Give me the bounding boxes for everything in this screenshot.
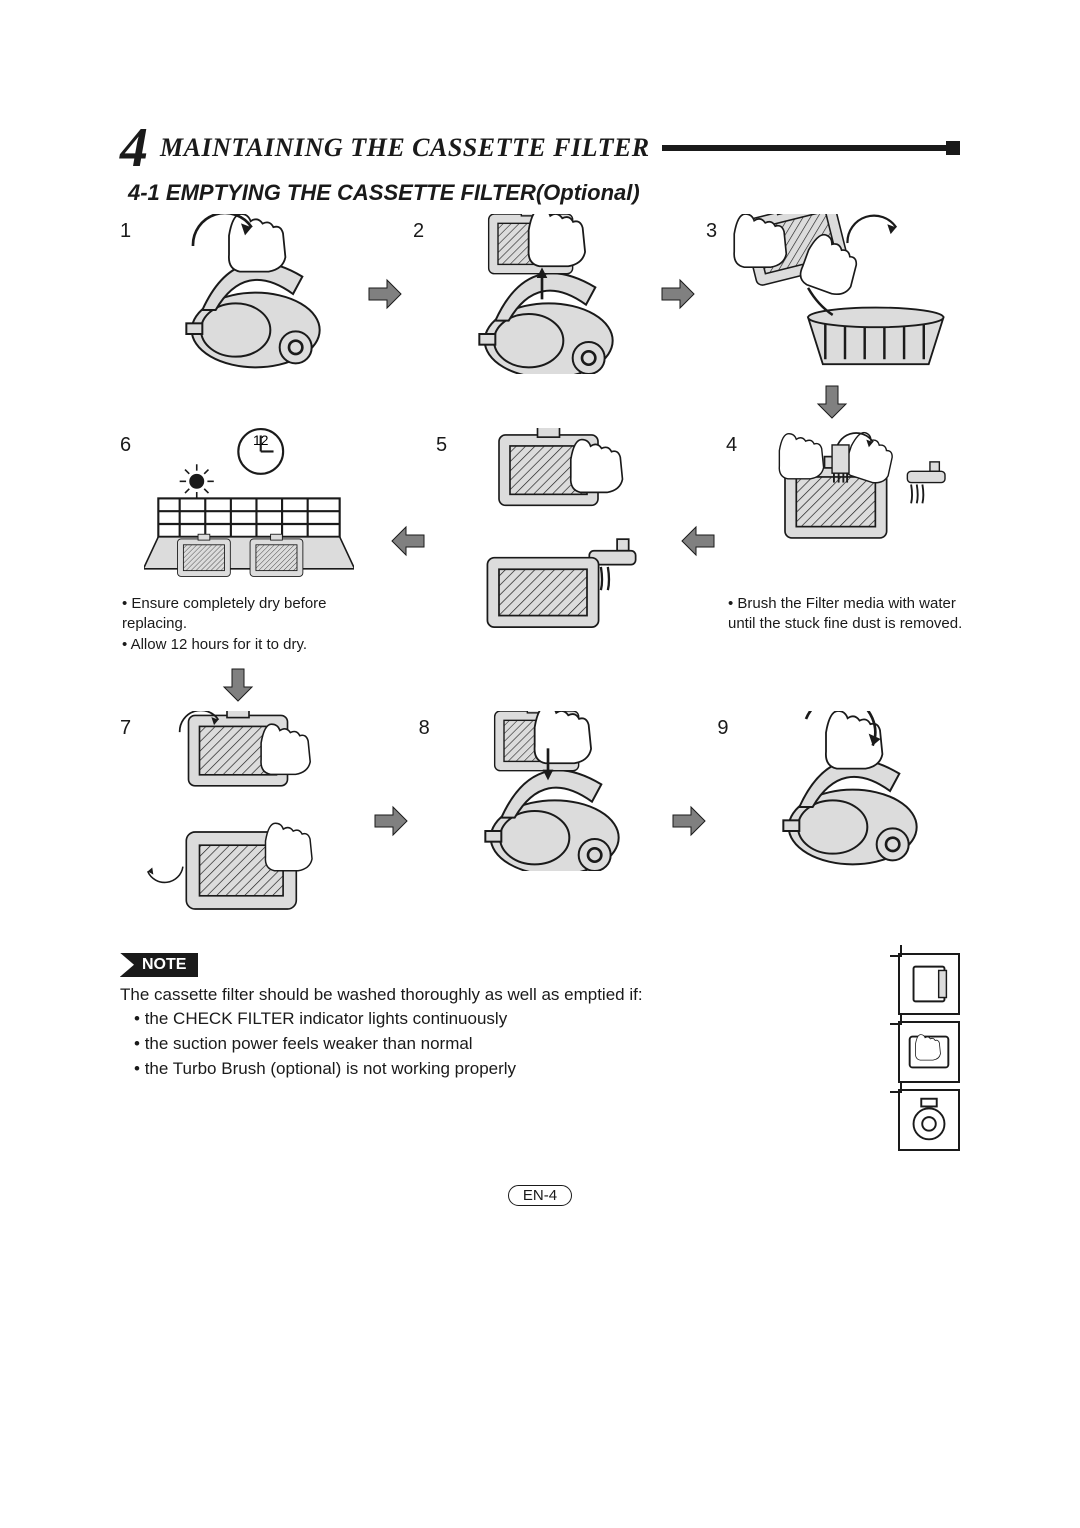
clock-12-label: 12: [253, 432, 269, 448]
steps-grid: 1 2 3: [120, 214, 960, 931]
illus-7-reassemble: [144, 711, 354, 931]
caption-line: Brush the Filter media with water until …: [728, 594, 986, 635]
step-6: 6 12: [120, 428, 380, 655]
illus-6-dry: 12: [144, 428, 354, 588]
note-intro: The cassette filter should be washed tho…: [120, 983, 868, 1008]
step-number: 6: [120, 428, 138, 457]
arrow-down-icon: [220, 667, 256, 703]
illus-8-insert: [443, 711, 653, 871]
indicator-icons: [898, 953, 960, 1151]
subsection-title: 4-1 EMPTYING THE CASSETTE FILTER(Optiona…: [128, 180, 960, 206]
section-number: 4: [120, 120, 148, 176]
illus-4-brush: [750, 428, 980, 588]
illus-3-empty-into-bin: [730, 214, 960, 374]
arrow-right-icon: [373, 803, 409, 839]
indicator-suction-icon: [898, 1021, 960, 1083]
indicator-check-filter-icon: [898, 953, 960, 1015]
illus-1-open-lid: [144, 214, 354, 374]
step-8: 8: [419, 711, 662, 871]
note-bullet: the CHECK FILTER indicator lights contin…: [134, 1007, 868, 1032]
step-number: 8: [419, 711, 437, 740]
steps-row-3: 7 8: [120, 711, 960, 931]
step-4: 4 Brush the Filt: [726, 428, 986, 635]
caption-line: Allow 12 hours for it to dry.: [122, 635, 380, 655]
flow-arrow-row: [120, 667, 960, 703]
indicator-turbo-brush-icon: [898, 1089, 960, 1151]
step-number: 2: [413, 214, 431, 243]
illus-5-rinse: [460, 428, 670, 648]
step-number: 5: [436, 428, 454, 457]
page-footer: EN-4: [120, 1185, 960, 1206]
arrow-right-icon: [367, 276, 403, 312]
manual-page: 4 MAINTAINING THE CASSETTE FILTER 4-1 EM…: [0, 0, 1080, 1528]
note-label: NOTE: [120, 953, 198, 977]
arrow-right-icon: [660, 276, 696, 312]
note-bullet: the suction power feels weaker than norm…: [134, 1032, 868, 1057]
arrow-right-icon: [671, 803, 707, 839]
illus-2-lift-cassette: [437, 214, 647, 374]
step-number: 7: [120, 711, 138, 740]
steps-row-1: 1 2 3: [120, 214, 960, 374]
section-title: MAINTAINING THE CASSETTE FILTER: [160, 133, 650, 163]
step-5: 5: [436, 428, 670, 648]
step-6-caption: Ensure completely dry before replacing. …: [120, 594, 380, 655]
section-header: 4 MAINTAINING THE CASSETTE FILTER: [120, 120, 960, 176]
step-4-caption: Brush the Filter media with water until …: [726, 594, 986, 635]
arrow-down-icon: [814, 384, 850, 420]
caption-line: Ensure completely dry before replacing.: [122, 594, 380, 635]
note-block: NOTE The cassette filter should be washe…: [120, 953, 960, 1151]
page-number: EN-4: [508, 1185, 572, 1206]
note-bullet: the Turbo Brush (optional) is not workin…: [134, 1057, 868, 1082]
arrow-left-icon: [390, 523, 426, 559]
step-3: 3: [706, 214, 960, 374]
step-1: 1: [120, 214, 357, 374]
step-7: 7: [120, 711, 363, 931]
illus-9-close-lid: [741, 711, 951, 871]
step-2: 2: [413, 214, 650, 374]
arrow-left-icon: [680, 523, 716, 559]
step-number: 9: [717, 711, 735, 740]
step-number: 3: [706, 214, 724, 243]
title-rule: [662, 141, 960, 155]
steps-row-2: 6 12: [120, 428, 960, 655]
flow-arrow-row: [120, 384, 960, 420]
step-number: 4: [726, 428, 744, 457]
step-9: 9: [717, 711, 960, 871]
step-number: 1: [120, 214, 138, 243]
note-text: NOTE The cassette filter should be washe…: [120, 953, 868, 1082]
